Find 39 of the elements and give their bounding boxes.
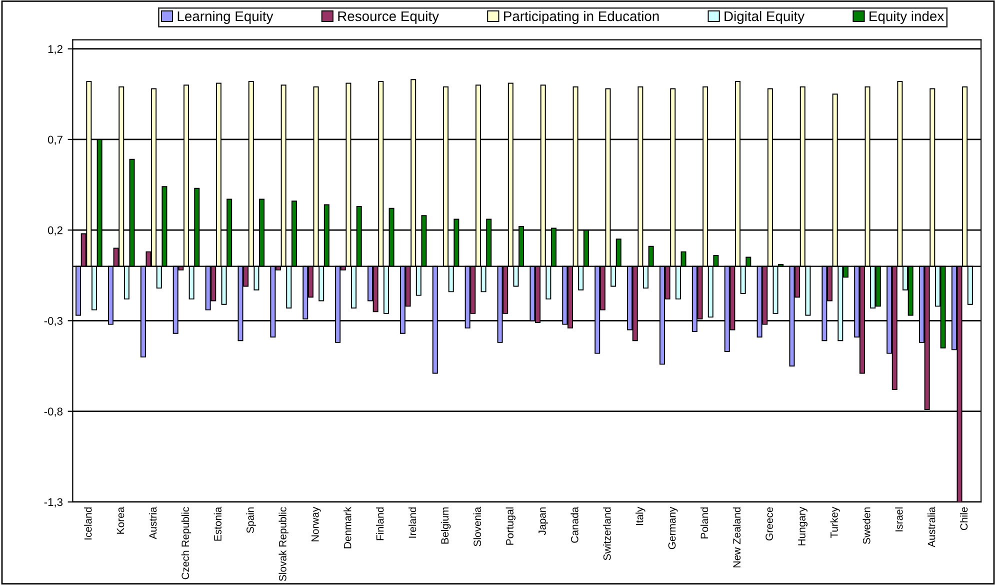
x-tick-label: Australia [928,506,936,548]
x-tick-label: Germany [668,506,678,550]
x-tick-label: New Zealand [732,507,741,568]
x-tick-label: Israel [895,507,903,532]
legend-label: Participating in Education [504,10,659,24]
x-tick-label: Slovenia [473,506,482,546]
x-tick-label: Norway [312,506,321,542]
x-tick-label: Finland [376,507,384,540]
x-tick-label: Belgium [440,507,451,544]
y-tick-label: -1,3 [44,498,62,508]
x-tick-label: Korea [116,506,124,534]
legend-label: Equity index [870,10,944,24]
x-tick-label: Spain [246,507,256,533]
y-tick-label: 0,2 [48,226,62,236]
y-tick-label: 0,7 [48,136,62,145]
x-tick-label: Turkey [830,506,840,538]
legend-label: Learning Equity [178,10,274,24]
legend-label: Digital Equity [724,10,805,24]
x-tick-label: Japan [538,507,548,536]
x-tick-label: Slovak Republic [278,507,288,582]
x-tick-label: Portugal [506,507,516,545]
x-tick-label: Ireland [408,507,416,538]
y-tick-label: -0,3 [44,316,62,326]
x-tick-label: Switzerland [603,507,611,560]
x-tick-label: Estonia [214,506,222,541]
x-tick-label: Hungary [798,506,808,546]
y-tick-label: 1,2 [48,45,62,54]
x-tick-label: Iceland [84,507,92,540]
x-tick-label: Canada [570,506,578,543]
y-tick-label: -0,8 [44,408,63,417]
legend-label: Resource Equity [338,10,439,24]
x-tick-label: Czech Republic [181,507,192,580]
x-tick-label: Austria [148,506,157,540]
x-tick-label: Greece [766,507,773,540]
x-tick-label: Chile [960,507,968,530]
x-tick-label: Poland [700,507,708,538]
x-tick-label: Sweden [862,507,870,544]
x-tick-label: Denmark [344,506,352,548]
x-tick-label: Italy [636,506,646,525]
